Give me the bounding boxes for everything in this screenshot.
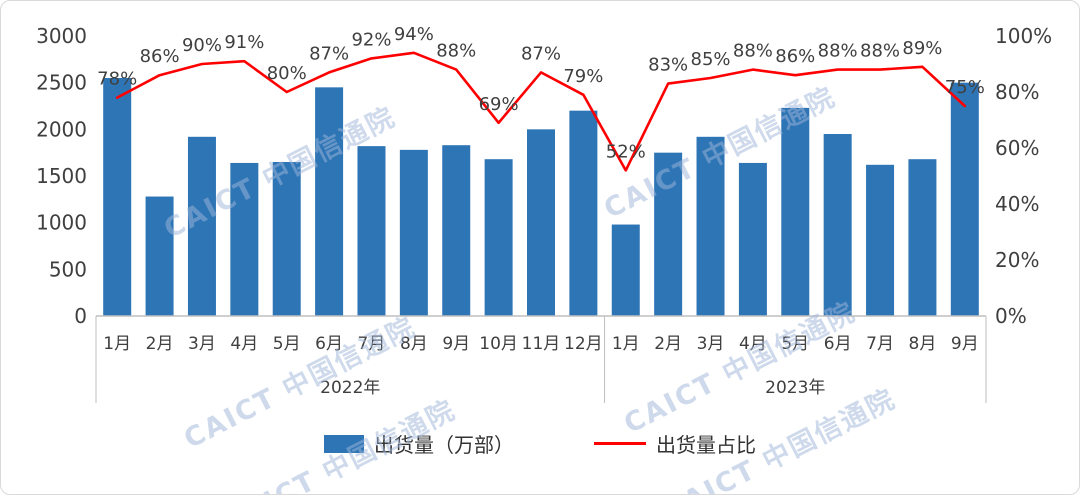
percent-label: 92%	[351, 29, 391, 50]
month-label: 5月	[273, 334, 301, 354]
bar	[399, 149, 428, 316]
left-axis-tick: 1500	[36, 164, 87, 188]
bar	[569, 110, 598, 317]
percent-label: 87%	[309, 43, 349, 64]
bar	[187, 136, 216, 316]
bar	[654, 152, 683, 316]
month-label: 3月	[697, 334, 725, 354]
month-label: 8月	[909, 334, 937, 354]
bar	[484, 159, 513, 316]
bar	[611, 224, 640, 316]
month-label: 8月	[400, 334, 428, 354]
percent-label: 78%	[97, 69, 137, 90]
bars	[103, 78, 979, 317]
legend-bar-swatch-icon	[324, 434, 364, 453]
percent-label: 85%	[691, 49, 731, 70]
bar	[823, 134, 852, 316]
right-axis-tick: 80%	[995, 80, 1039, 104]
bar	[696, 136, 725, 316]
percent-label: 52%	[606, 141, 646, 162]
legend-item-share: 出货量占比	[594, 429, 756, 458]
bar	[527, 129, 555, 316]
percent-label: 75%	[945, 77, 985, 98]
bar	[781, 107, 810, 316]
month-label: 4月	[230, 334, 258, 354]
percent-label: 86%	[140, 46, 180, 67]
legend-item-shipments: 出货量（万部）	[324, 429, 514, 458]
month-label: 3月	[188, 334, 216, 354]
right-axis-tick: 60%	[995, 136, 1039, 160]
left-axis-tick: 2000	[36, 117, 87, 141]
bar	[950, 82, 979, 317]
percent-label: 83%	[648, 55, 688, 76]
bar	[357, 146, 386, 316]
percent-labels: 78%86%90% 91%80%87%92% 94%88%69%87%79%52%8…	[97, 24, 985, 163]
left-axis: 0 500 1000 1500 2000 2500 3000	[36, 24, 87, 328]
month-label: 4月	[739, 334, 767, 354]
month-labels: 1月 2月 3月 4月 5月 6月 7月 8月 9月 10月 11月 12月 1月 2月 3月 4月 5月 6月 7…	[103, 334, 978, 354]
bar	[738, 162, 767, 316]
legend-label-share: 出货量占比	[656, 433, 756, 457]
left-axis-tick: 3000	[36, 24, 87, 48]
month-label: 11月	[522, 334, 561, 354]
percent-label: 88%	[436, 41, 476, 62]
bar	[866, 164, 895, 316]
percent-label: 69%	[479, 94, 519, 115]
month-label: 10月	[479, 334, 518, 354]
percent-label: 79%	[563, 66, 603, 87]
percent-label: 80%	[267, 63, 307, 84]
month-label: 1月	[103, 334, 131, 354]
month-label: 12月	[564, 334, 603, 354]
bar	[272, 162, 301, 316]
bar	[908, 159, 937, 316]
month-label: 2月	[146, 334, 174, 354]
percent-label: 94%	[394, 24, 434, 45]
bar	[315, 87, 344, 316]
legend-line-swatch-icon	[594, 442, 646, 445]
month-label: 5月	[781, 334, 809, 354]
percent-label: 87%	[521, 43, 561, 64]
percent-label: 86%	[775, 46, 815, 67]
bar	[442, 145, 471, 316]
month-label: 7月	[866, 334, 894, 354]
month-label: 9月	[442, 334, 470, 354]
legend-label-shipments: 出货量（万部）	[374, 433, 514, 457]
left-axis-tick: 1000	[36, 211, 87, 235]
month-label: 6月	[824, 334, 852, 354]
percent-label: 91%	[224, 32, 264, 53]
bar	[103, 78, 132, 316]
year-labels: 2022年 2023年	[320, 378, 825, 398]
bar	[230, 162, 259, 316]
month-label: 2月	[654, 334, 682, 354]
month-label: 7月	[358, 334, 386, 354]
left-axis-tick: 0	[74, 304, 87, 328]
month-label: 1月	[612, 334, 640, 354]
right-axis-tick: 40%	[995, 192, 1039, 216]
year-label: 2022年	[320, 378, 380, 398]
percent-label: 89%	[902, 38, 942, 59]
percent-label: 88%	[860, 41, 900, 62]
right-axis-tick: 0%	[995, 304, 1027, 328]
bar	[145, 196, 174, 316]
percent-label: 88%	[733, 41, 773, 62]
combo-chart: 0 500 1000 1500 2000 2500 3000 0% 20% 40% 60% 80% 10…	[36, 24, 1052, 403]
month-label: 6月	[315, 334, 343, 354]
right-axis-tick: 100%	[995, 24, 1052, 48]
right-axis: 0% 20% 40% 60% 80% 100%	[995, 24, 1052, 328]
share-line	[115, 51, 967, 172]
percent-label: 90%	[182, 35, 222, 56]
percent-label: 88%	[818, 41, 858, 62]
right-axis-tick: 20%	[995, 248, 1039, 272]
left-axis-tick: 500	[49, 257, 87, 281]
left-axis-tick: 2500	[36, 71, 87, 95]
month-label: 9月	[951, 334, 979, 354]
year-label: 2023年	[765, 378, 825, 398]
chart-legend: 出货量（万部） 出货量占比	[1, 429, 1079, 458]
